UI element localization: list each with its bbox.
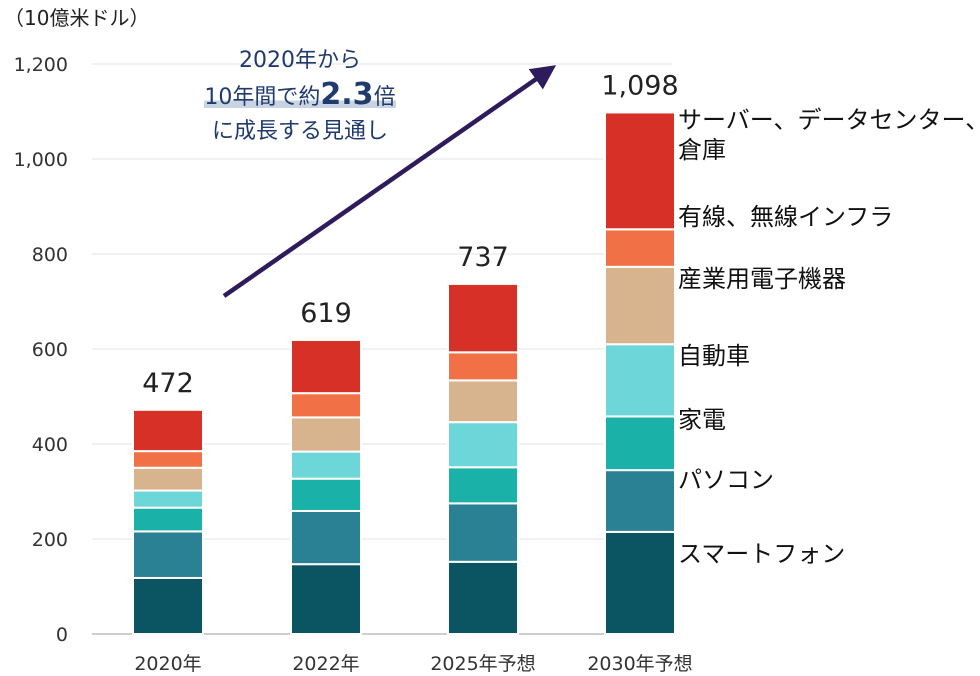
legend-label: 家電 — [678, 406, 726, 434]
bar-segment — [132, 489, 204, 509]
total-labels: 472 619 737 1,098 — [142, 70, 678, 398]
bar-segment — [604, 343, 676, 418]
y-tick-label: 0 — [56, 624, 68, 646]
bar-segment — [604, 530, 676, 635]
bar-segment — [447, 502, 519, 563]
legend-label: サーバー、データセンター、 — [678, 106, 980, 134]
total-label: 472 — [142, 368, 194, 399]
annotation-multiplier: 2.3 — [320, 77, 374, 112]
legend-label: 産業用電子機器 — [678, 265, 846, 293]
bar-segment — [604, 111, 676, 231]
x-tick-label: 2022年 — [292, 653, 359, 675]
bar-segment — [604, 228, 676, 268]
bar-stacks — [132, 111, 676, 636]
legend: サーバー、データセンター、倉庫有線、無線インフラ産業用電子機器自動車家電パソコン… — [678, 106, 980, 568]
bar-segment — [132, 408, 204, 453]
bar-segment — [132, 530, 204, 579]
x-tick-label: 2020年 — [134, 653, 201, 675]
legend-label: 倉庫 — [678, 136, 726, 164]
legend-label: パソコン — [678, 466, 774, 494]
annotation-line-1: 2020年から — [239, 48, 361, 73]
x-axis-labels: 2020年 2022年 2025年予想 2030年予想 — [134, 653, 692, 675]
annotation-suffix: 倍 — [373, 85, 396, 110]
bar-segment — [132, 576, 204, 636]
annotation-line-2: 10年間で約2.3倍 — [180, 78, 420, 115]
legend-label: 有線、無線インフラ — [678, 203, 893, 231]
y-tick-label: 400 — [32, 434, 68, 456]
bar-segment — [290, 477, 362, 512]
total-label: 619 — [300, 298, 352, 329]
bar-segment — [290, 416, 362, 453]
y-axis-labels: 0 200 400 600 800 1,000 1,200 — [14, 54, 68, 646]
y-tick-label: 600 — [32, 339, 68, 361]
bar-segment — [290, 338, 362, 395]
bar-segment — [447, 351, 519, 382]
growth-arrow — [222, 65, 557, 298]
growth-annotation: 2020年から 10年間で約2.3倍 に成長する見通し — [180, 44, 420, 149]
x-tick-label: 2025年予想 — [430, 653, 535, 675]
bar-segment — [447, 379, 519, 424]
annotation-prefix: 10年間で約 — [204, 85, 321, 110]
y-tick-label: 1,000 — [14, 149, 68, 171]
growth-arrow-line — [222, 65, 557, 298]
bar-segment — [604, 469, 676, 533]
bar-segment — [447, 421, 519, 469]
bar-segment — [132, 506, 204, 533]
bar-segment — [447, 466, 519, 505]
bar-segment — [447, 560, 519, 635]
legend-label: スマートフォン — [678, 540, 845, 568]
y-tick-label: 800 — [32, 244, 68, 266]
x-tick-label: 2030年予想 — [587, 653, 692, 675]
bar-segment — [132, 466, 204, 492]
unit-label: （10億米ドル） — [4, 6, 150, 30]
bar-segment — [290, 450, 362, 480]
bar-segment — [290, 563, 362, 635]
y-tick-label: 200 — [32, 529, 68, 551]
bar-segment — [604, 265, 676, 346]
total-label: 1,098 — [601, 70, 678, 101]
bar-segment — [604, 415, 676, 472]
bar-segment — [132, 450, 204, 469]
legend-label: 自動車 — [678, 342, 750, 370]
bar-segment — [290, 509, 362, 566]
bar-segment — [290, 392, 362, 419]
total-label: 737 — [457, 242, 509, 273]
bar-segment — [447, 282, 519, 354]
y-tick-label: 1,200 — [14, 54, 68, 76]
annotation-line-3: に成長する見通し — [211, 119, 388, 144]
